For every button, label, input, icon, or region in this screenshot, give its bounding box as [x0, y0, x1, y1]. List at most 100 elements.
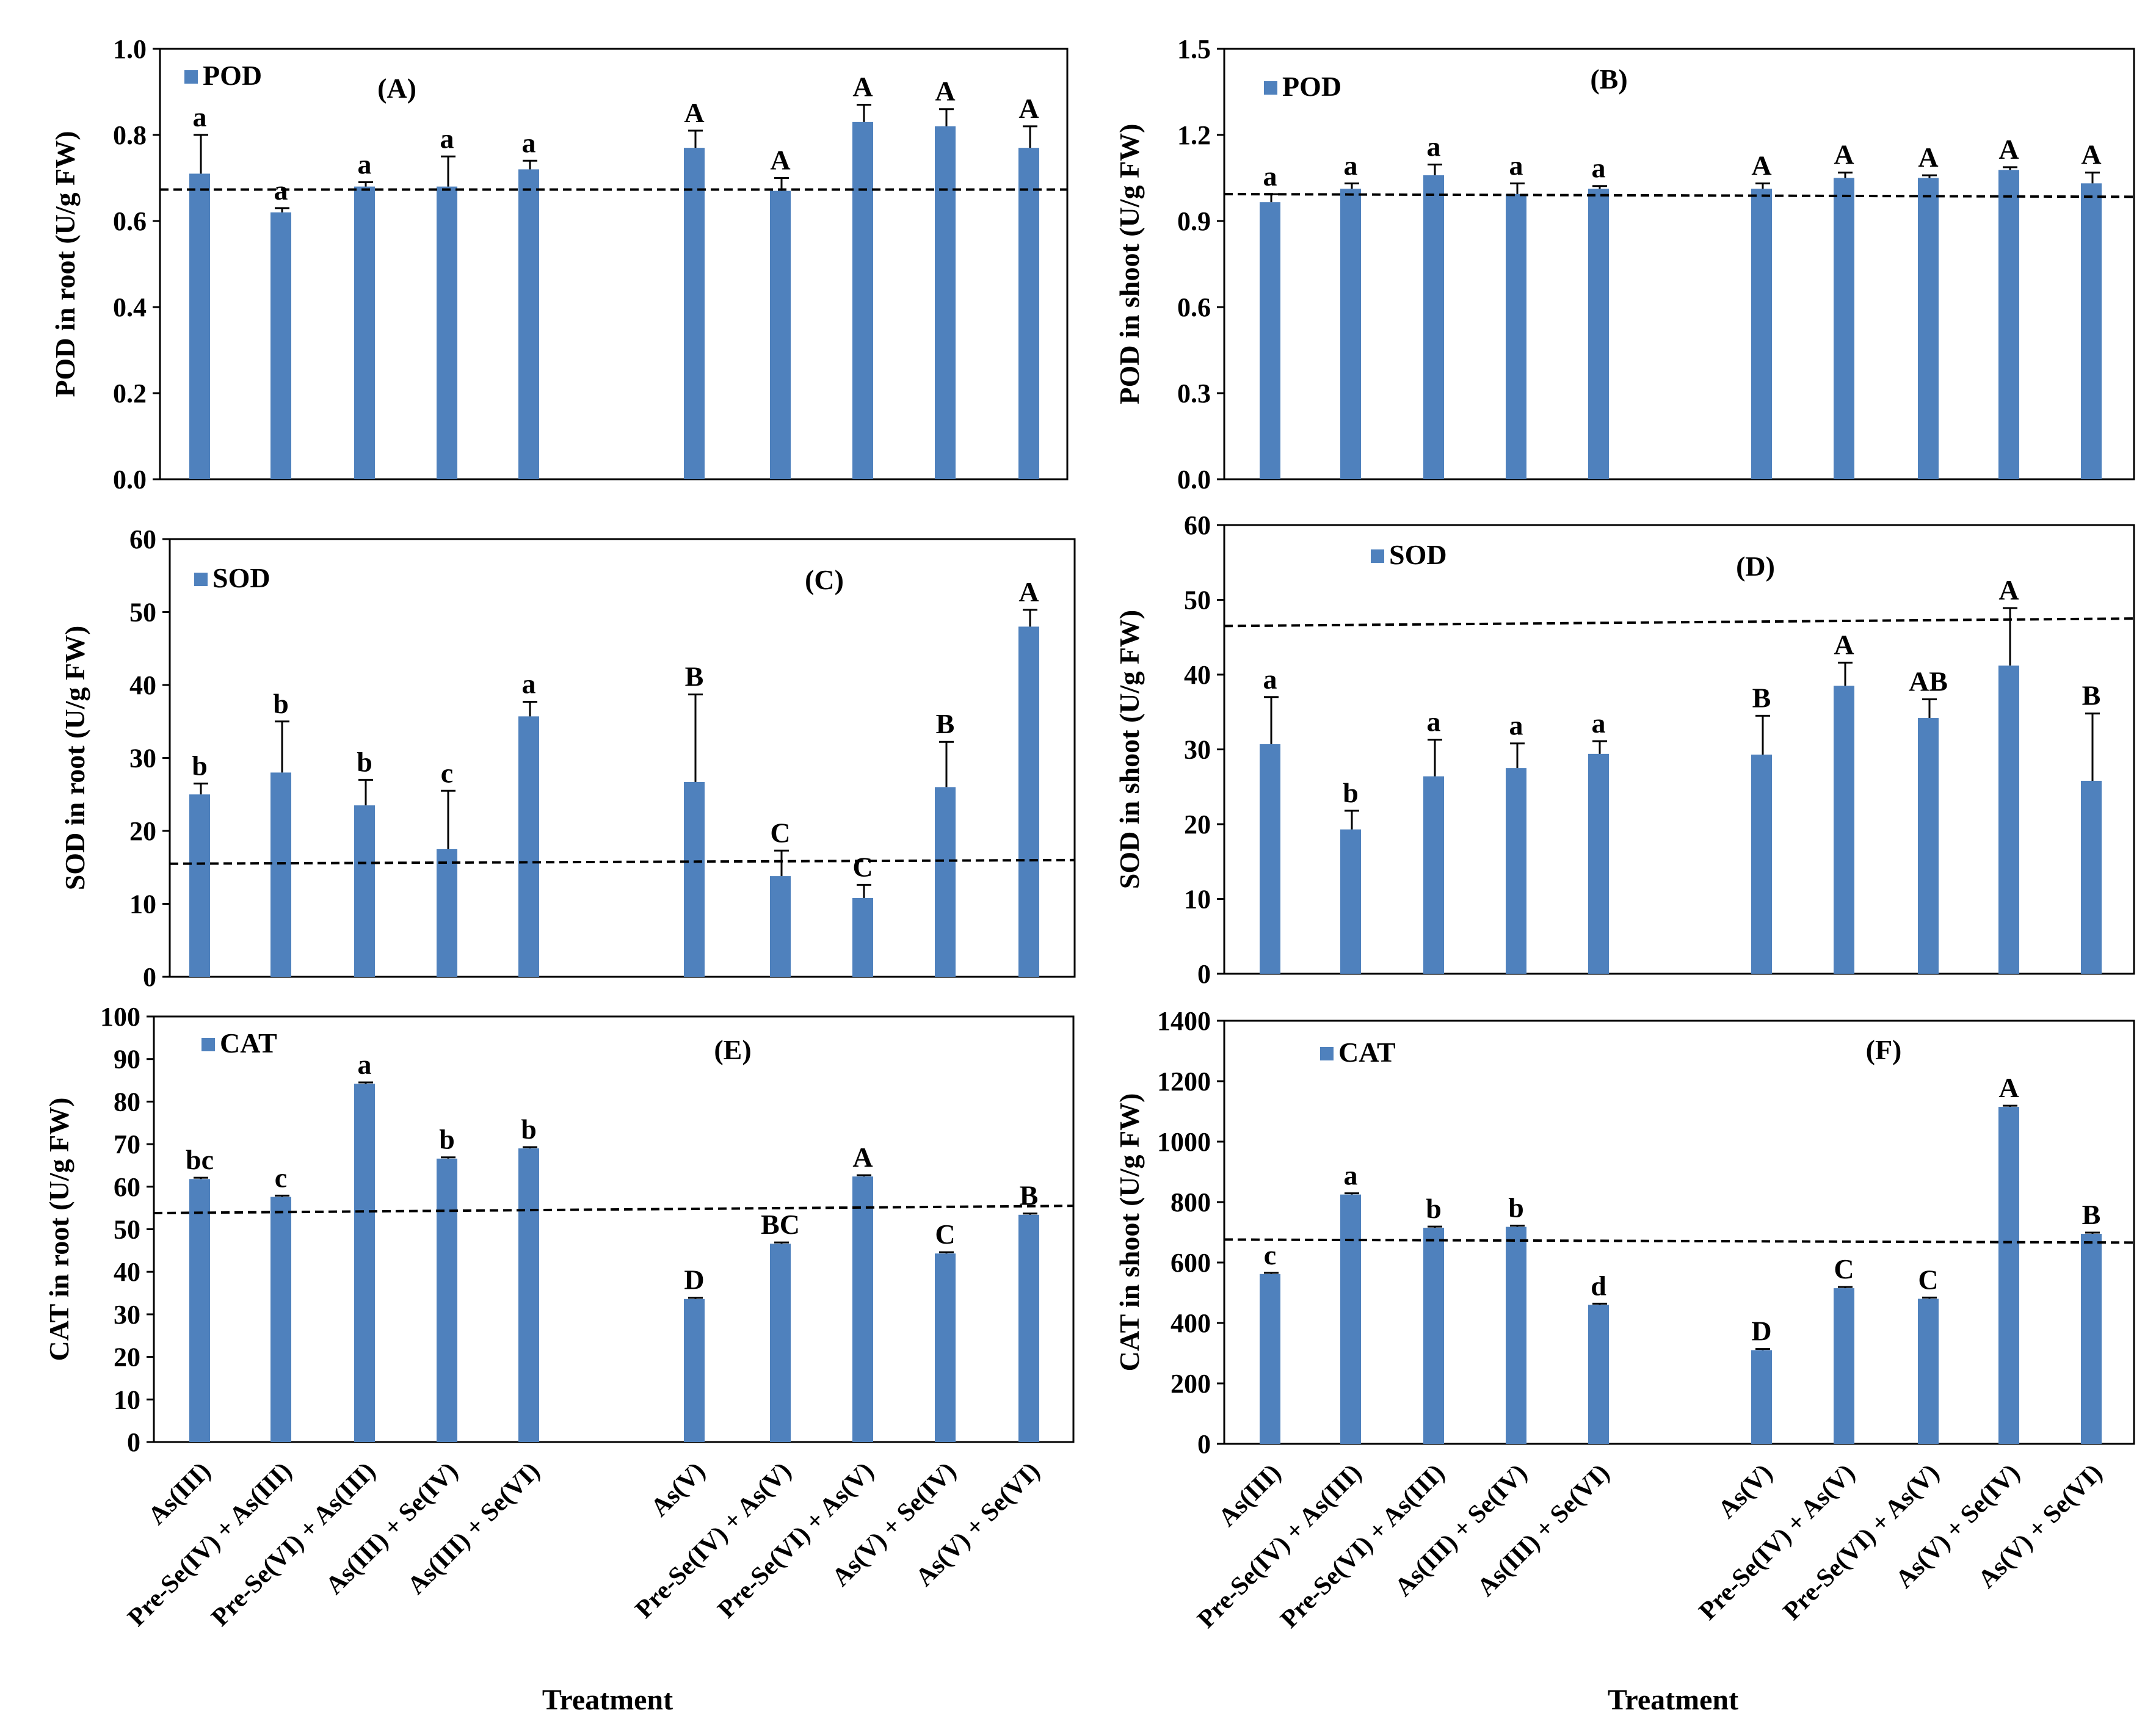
reference-line [1224, 617, 2135, 628]
bar [1998, 170, 2019, 479]
y-tick-label: 1400 [1157, 1006, 1211, 1036]
y-tick-label: 1.0 [113, 34, 147, 64]
x-axis-title: Treatment [542, 1684, 673, 1716]
y-tick-label: 0.4 [113, 292, 147, 322]
bar [437, 1158, 457, 1442]
significance-letter: BC [761, 1209, 800, 1240]
significance-letter: A [1834, 629, 1854, 660]
chart-panel-a: 0.0 0.2 0.4 0.6 0.8 1.0 POD in root (U/g FW) PO… [49, 34, 1069, 495]
bar [1506, 1227, 1526, 1444]
significance-letter: a [1427, 131, 1441, 162]
bar [1018, 1214, 1039, 1442]
x-category-label: Pre-Se(VI) + As(III) [206, 1457, 381, 1632]
panel-label: (D) [1736, 551, 1775, 582]
bar [437, 849, 457, 977]
y-tick-label: 1.2 [1177, 120, 1211, 150]
legend-label: POD [203, 60, 262, 91]
significance-letter: A [852, 71, 873, 103]
significance-letter: a [358, 149, 372, 180]
panel-label: (B) [1590, 63, 1627, 95]
y-tick-label: 40 [114, 1257, 140, 1287]
bar [1018, 626, 1039, 977]
x-category-label: Pre-Se(VI) + As(V) [713, 1457, 879, 1624]
bar [1918, 1299, 1939, 1444]
significance-letter: B [2082, 1199, 2101, 1230]
reference-line [1224, 192, 2135, 198]
bar [684, 148, 705, 479]
significance-letter: D [1751, 1316, 1771, 1347]
y-axis-label: CAT in root (U/g FW) [43, 1098, 74, 1361]
significance-letter: a [440, 123, 454, 154]
y-tick-label: 20 [1184, 810, 1211, 839]
y-tick-label: 30 [114, 1300, 140, 1330]
y-tick-label: 60 [1184, 510, 1211, 540]
significance-letter: c [1264, 1239, 1276, 1270]
bar [1998, 665, 2019, 974]
y-tick-label: 600 [1171, 1248, 1211, 1278]
y-tick-label: 0 [1197, 1429, 1211, 1459]
y-tick-label: 0.0 [1177, 465, 1211, 495]
bar [2081, 1233, 2102, 1444]
significance-letter: bc [186, 1144, 214, 1175]
bar [1018, 148, 1039, 479]
y-tick-label: 50 [1184, 585, 1211, 615]
bar [1260, 1274, 1280, 1444]
bar [437, 186, 457, 479]
significance-letter: A [1918, 142, 1938, 173]
bar [518, 716, 539, 977]
panel-label: (E) [714, 1034, 751, 1065]
significance-letter: a [522, 127, 536, 158]
bar [270, 212, 291, 479]
significance-letter: B [685, 661, 704, 692]
legend-label: SOD [212, 562, 270, 593]
y-tick-label: 1200 [1157, 1067, 1211, 1096]
panel-label: (F) [1866, 1034, 1902, 1065]
significance-letter: C [1834, 1253, 1854, 1285]
significance-letter: a [1263, 161, 1277, 192]
reference-line [1224, 1238, 2135, 1244]
y-tick-label: 200 [1171, 1369, 1211, 1399]
legend-swatch [184, 70, 198, 84]
bar [935, 1253, 956, 1442]
x-category-label: As(V) [645, 1457, 711, 1523]
chart-panel-b: 0.0 0.3 0.6 0.9 1.2 1.5 POD in shoot (U/g FW) P… [1114, 34, 2135, 495]
legend-swatch [194, 573, 208, 586]
bar [770, 190, 791, 479]
bar [1834, 1288, 1854, 1444]
y-tick-label: 70 [114, 1129, 140, 1159]
significance-letter: b [1426, 1193, 1442, 1224]
reference-line [153, 1205, 1074, 1215]
bar [770, 1244, 791, 1442]
bar [354, 1084, 375, 1442]
bar [270, 772, 291, 977]
legend-label: CAT [1338, 1037, 1396, 1068]
significance-letter: A [935, 76, 955, 107]
bar [354, 186, 375, 479]
y-tick-label: 60 [114, 1172, 140, 1202]
bar [1751, 1350, 1772, 1444]
bar [2081, 183, 2102, 479]
y-tick-label: 0.0 [113, 465, 147, 495]
significance-letter: B [2082, 680, 2101, 711]
bar [684, 781, 705, 977]
bar [1423, 1228, 1444, 1444]
significance-letter: A [1018, 576, 1039, 607]
y-tick-label: 90 [114, 1045, 140, 1074]
significance-letter: c [441, 757, 453, 788]
x-category-label: As(V) [1713, 1459, 1778, 1524]
significance-letter: b [273, 688, 289, 719]
x-category-label: Pre-Se(IV) + As(V) [1694, 1459, 1860, 1626]
x-category-label: As(III) [143, 1457, 216, 1531]
bar [354, 805, 375, 977]
significance-letter: A [684, 97, 704, 128]
bar [1751, 189, 1772, 479]
significance-letter: a [1263, 664, 1277, 695]
y-tick-label: 100 [100, 1002, 140, 1032]
y-tick-label: 0.9 [1177, 206, 1211, 236]
bar [852, 897, 873, 977]
significance-letter: A [2081, 139, 2101, 170]
y-tick-label: 40 [129, 670, 156, 700]
reference-line [169, 858, 1075, 865]
bar [1423, 776, 1444, 974]
significance-letter: b [439, 1124, 455, 1155]
